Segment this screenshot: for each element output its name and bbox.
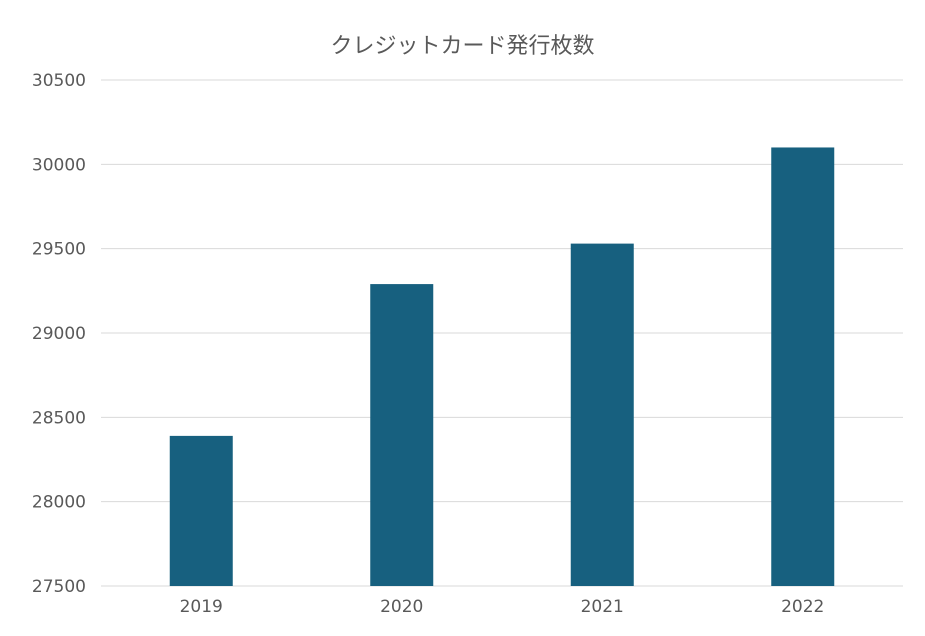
x-tick-label: 2021 [581,597,624,617]
chart-title: クレジットカード発行枚数 [330,34,595,59]
x-tick-label: 2020 [380,597,423,617]
y-tick-label: 30000 [32,155,86,175]
y-tick-label: 27500 [32,577,86,597]
y-tick-label: 28500 [32,408,86,428]
y-axis-ticks: 27500 28000 28500 29000 29500 30000 30500 [32,71,86,597]
y-tick-label: 30500 [32,71,86,91]
y-tick-label: 29000 [32,324,86,344]
bar-2021 [570,243,634,586]
x-tick-label: 2019 [180,597,223,617]
bar-2020 [370,284,434,586]
gridlines [101,79,903,587]
y-tick-label: 28000 [32,493,86,513]
x-axis-ticks: 2019 2020 2021 2022 [180,597,825,617]
y-tick-label: 29500 [32,240,86,260]
x-tick-label: 2022 [781,597,824,617]
bar-2022 [771,147,835,586]
bar-2019 [169,435,233,586]
bars [169,147,835,586]
